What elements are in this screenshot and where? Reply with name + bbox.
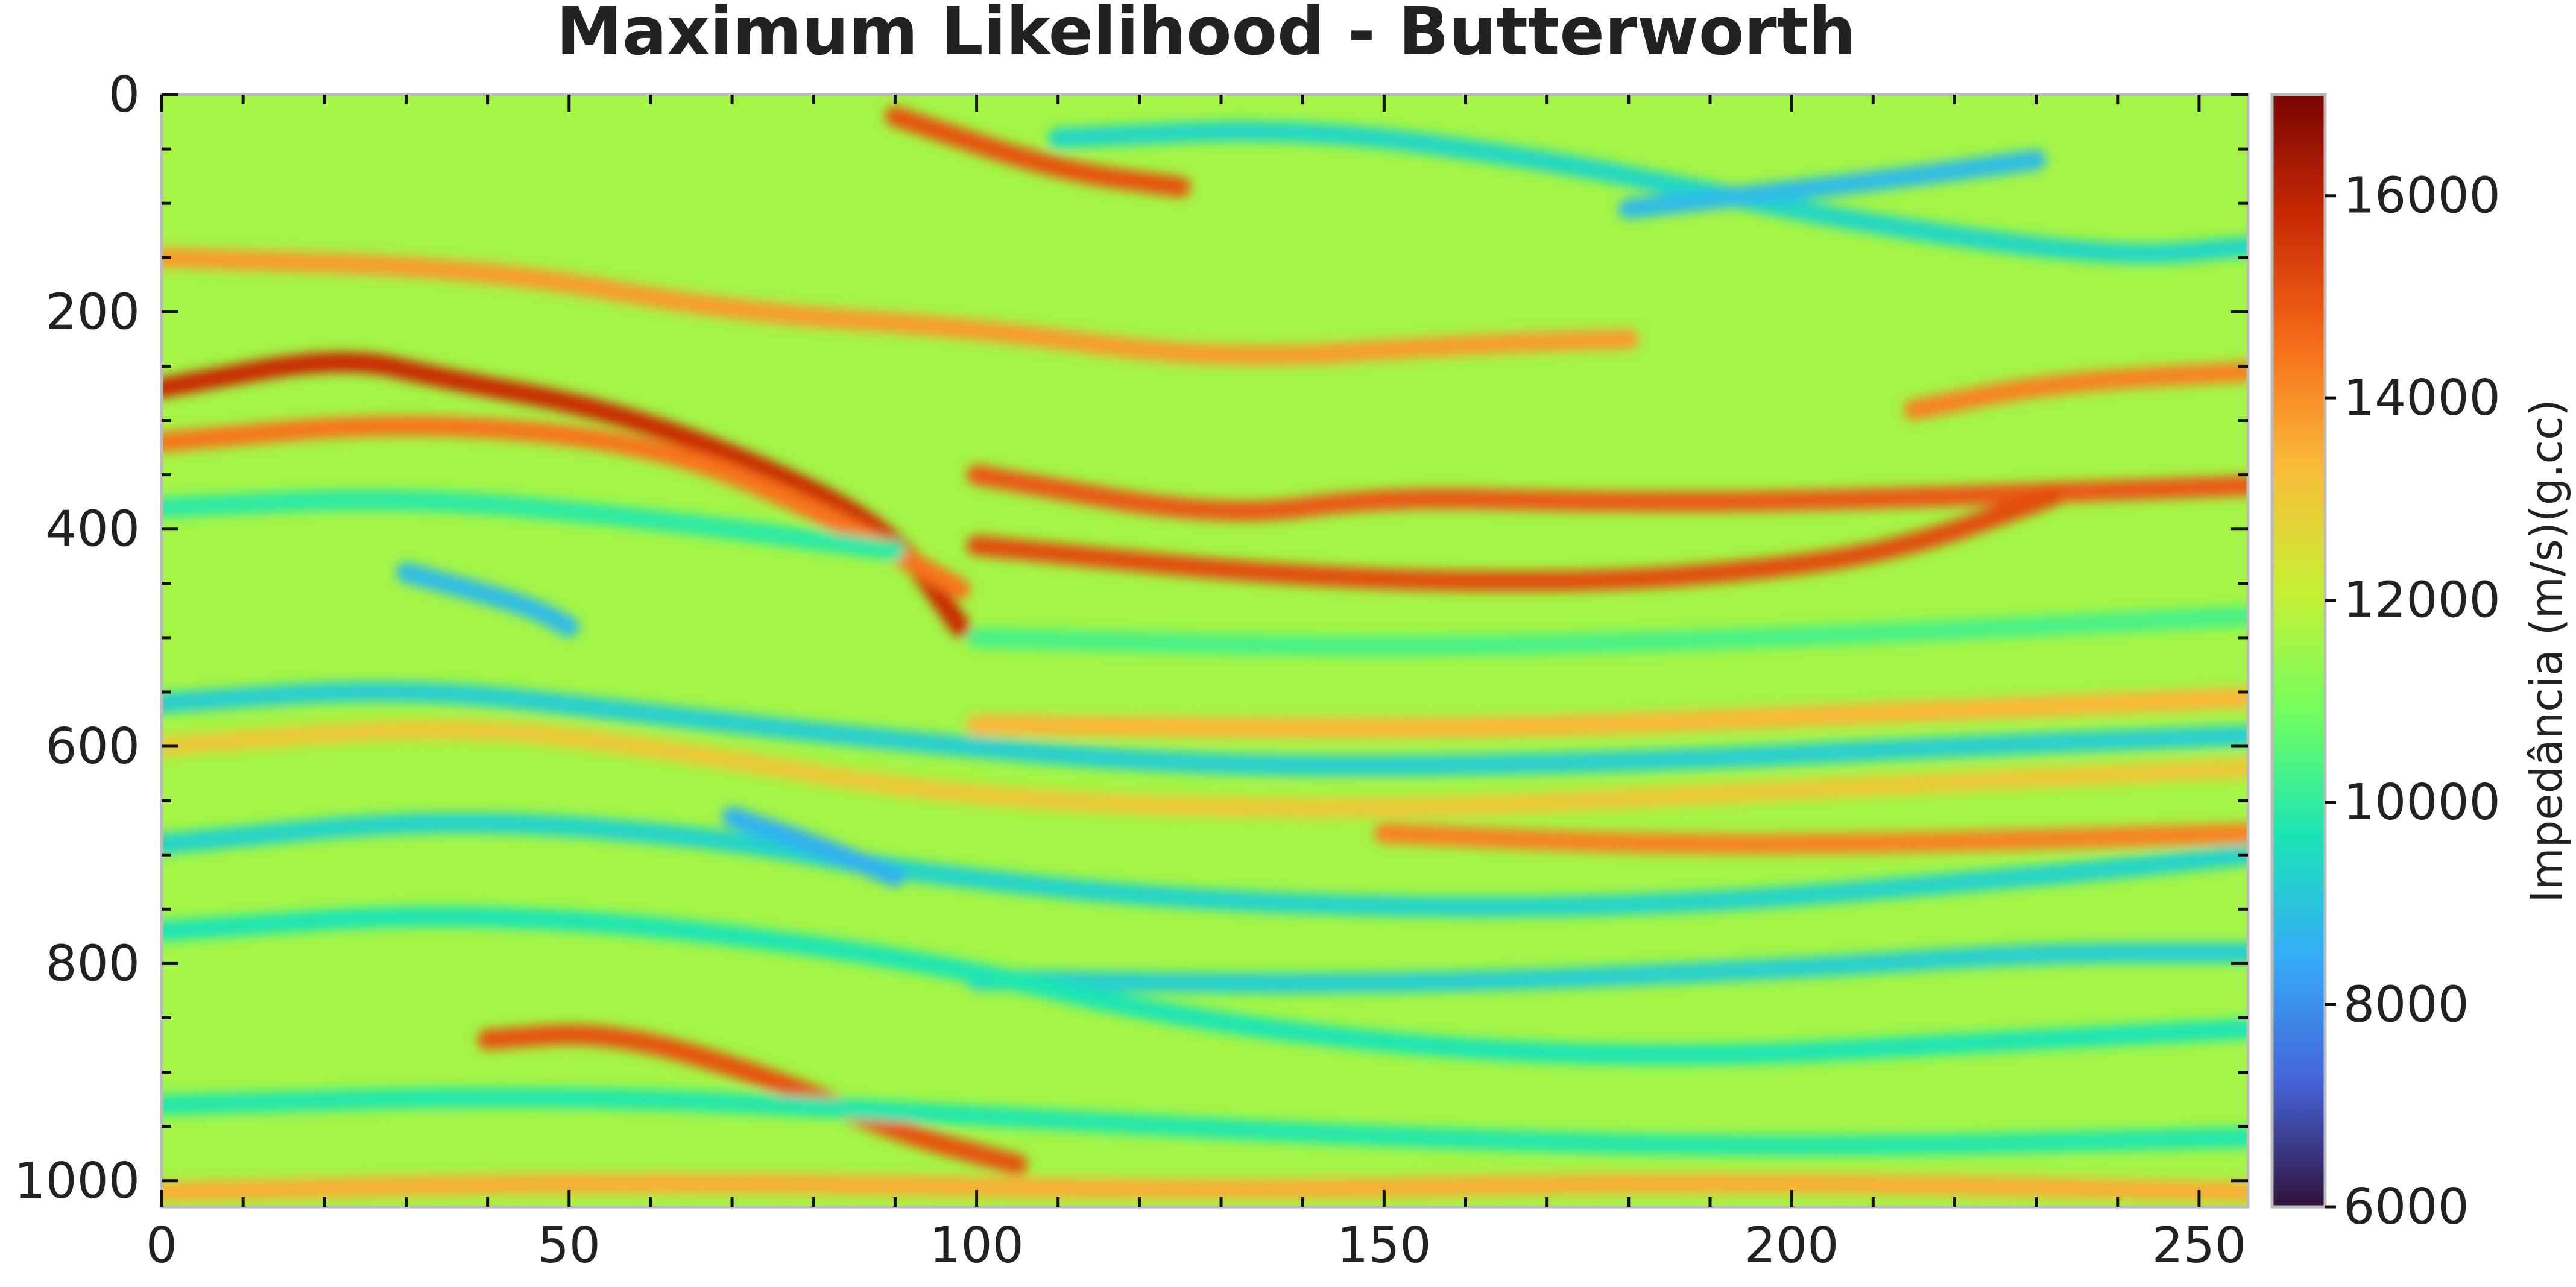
colorbar: [2270, 93, 2327, 1209]
reflector-band: [1618, 149, 2047, 219]
y-tick-label: 0: [109, 66, 140, 124]
colorbar-tick-label: 14000: [2343, 370, 2501, 427]
reflector-band: [396, 562, 579, 637]
colorbar-tick-label: 6000: [2343, 1178, 2469, 1236]
reflector-band: [162, 1087, 2248, 1156]
colorbar-tick-label: 8000: [2343, 977, 2469, 1034]
reflector-layer: [162, 106, 2248, 1202]
x-tick-label: 200: [1744, 1217, 1839, 1274]
colorbar-label: Impedância (m/s)(g.cc): [2521, 399, 2572, 902]
reflector-band: [966, 942, 2248, 994]
reflector-band: [162, 906, 2248, 1065]
plot-area: [162, 95, 2248, 1207]
y-axis: 0 200 400 600 800 1000: [14, 66, 2248, 1210]
reflector-band: [162, 1173, 2248, 1202]
reflector-band: [162, 813, 2248, 917]
reflector-band: [1047, 121, 2248, 264]
chart-title: Maximum Likelihood - Butterworth: [556, 0, 1855, 70]
x-axis: 0 50 100 150 200 250: [146, 95, 2246, 1274]
colorbar-tick-label: 16000: [2343, 168, 2501, 225]
reflector-band: [1374, 823, 2248, 855]
reflector-band: [162, 247, 1639, 366]
x-tick-label: 0: [146, 1217, 177, 1274]
reflector-band: [885, 106, 1191, 198]
reflector-band: [162, 681, 2248, 776]
colorbar-tick-label: 10000: [2343, 774, 2501, 831]
reflector-band: [966, 486, 2063, 592]
reflector-band: [966, 605, 2248, 656]
y-tick-label: 600: [45, 718, 140, 775]
reflector-band: [162, 489, 906, 561]
y-tick-label: 400: [45, 501, 140, 558]
colorbar-axis: 6000 8000 10000 12000 14000 16000: [2325, 168, 2501, 1236]
reflector-band: [162, 351, 971, 637]
reflector-band: [722, 807, 906, 887]
colorbar-tick-label: 12000: [2343, 572, 2501, 629]
plot-frame: [160, 93, 2250, 1209]
x-tick-label: 50: [538, 1217, 601, 1274]
y-tick-label: 800: [45, 935, 140, 992]
y-tick-label: 1000: [14, 1153, 140, 1210]
reflector-band: [477, 1024, 1028, 1175]
reflector-band: [966, 464, 2248, 521]
y-tick-label: 200: [45, 283, 140, 341]
reflector-band: [162, 415, 971, 599]
reflector-band: [1903, 361, 2248, 420]
x-tick-label: 150: [1337, 1217, 1432, 1274]
reflector-band: [966, 687, 2248, 738]
reflector-band: [162, 720, 2248, 819]
x-tick-label: 100: [929, 1217, 1024, 1274]
x-tick-label: 250: [2152, 1217, 2247, 1274]
